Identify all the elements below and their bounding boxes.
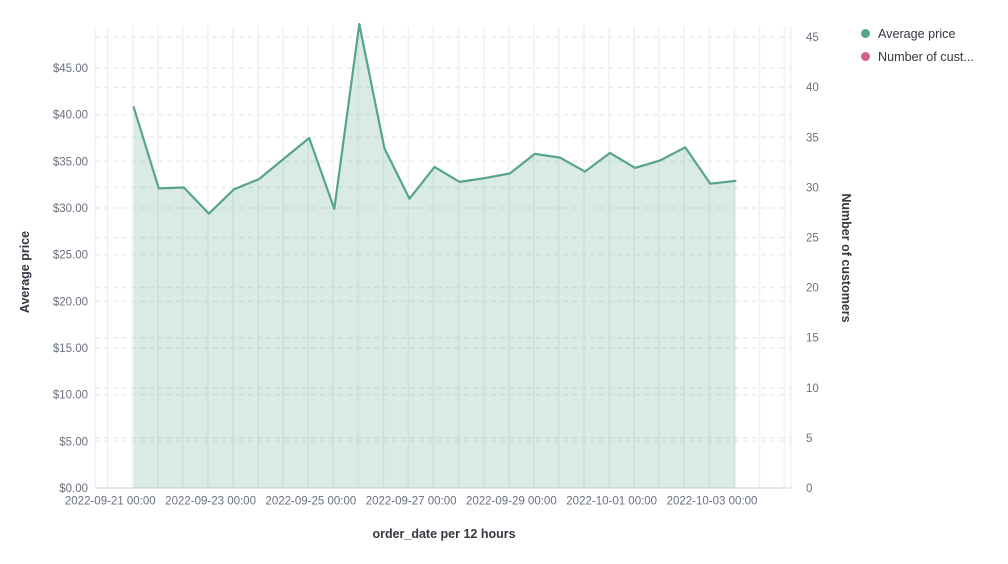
y-right-tick-label: 40 [806, 82, 819, 94]
series-average-price [132, 23, 737, 488]
legend-label: Number of cust... [878, 49, 974, 64]
horizontal-gridlines [95, 36, 791, 489]
y-right-tick-label: 0 [806, 483, 812, 495]
y-left-tick-label: $5.00 [59, 436, 88, 448]
x-tick-label: 2022-09-25 00:00 [265, 496, 356, 508]
x-axis-title: order_date per 12 hours [372, 527, 516, 541]
legend: Average price Number of cust... [861, 22, 974, 68]
y-right-tick-label: 30 [806, 182, 819, 194]
y-left-tick-label: $10.00 [53, 390, 88, 402]
legend-item[interactable]: Average price [861, 22, 974, 45]
y-right-tick-label: 20 [806, 283, 819, 295]
x-tick-label: 2022-09-27 00:00 [366, 496, 457, 508]
y-left-tick-label: $25.00 [53, 250, 88, 262]
y-left-tick-label: $0.00 [59, 483, 88, 495]
y-axis-title-left: Average price [18, 230, 32, 314]
y-right-tick-label: 10 [806, 383, 819, 395]
y-left-tick-label: $15.00 [53, 343, 88, 355]
legend-label: Average price [878, 26, 956, 41]
tick-labels: $0.00 $5.00 $10.00 $15.00 $20.00 $25.00 $30.00… [53, 32, 819, 507]
x-tick-label: 2022-09-29 00:00 [466, 496, 557, 508]
legend-item[interactable]: Number of cust... [861, 45, 974, 68]
y-left-tick-label: $30.00 [53, 203, 88, 215]
area-fill [133, 24, 736, 488]
y-axis-title-right: Number of customers [839, 193, 853, 323]
x-tick-label: 2022-09-21 00:00 [65, 496, 156, 508]
x-tick-label: 2022-09-23 00:00 [165, 496, 256, 508]
y-right-tick-label: 5 [806, 433, 812, 445]
legend-dot-icon [861, 29, 870, 38]
y-right-tick-label: 25 [806, 233, 819, 245]
vertical-gridlines [94, 26, 792, 488]
y-left-tick-label: $35.00 [53, 156, 88, 168]
y-right-tick-label: 35 [806, 132, 819, 144]
y-left-tick-label: $45.00 [53, 63, 88, 75]
y-right-tick-label: 45 [806, 32, 819, 44]
y-right-tick-label: 15 [806, 333, 819, 345]
x-tick-label: 2022-10-03 00:00 [667, 496, 758, 508]
area-line [132, 23, 737, 215]
x-tick-label: 2022-10-01 00:00 [566, 496, 657, 508]
y-left-tick-label: $20.00 [53, 296, 88, 308]
legend-dot-icon [861, 52, 870, 61]
y-left-tick-label: $40.00 [53, 110, 88, 122]
